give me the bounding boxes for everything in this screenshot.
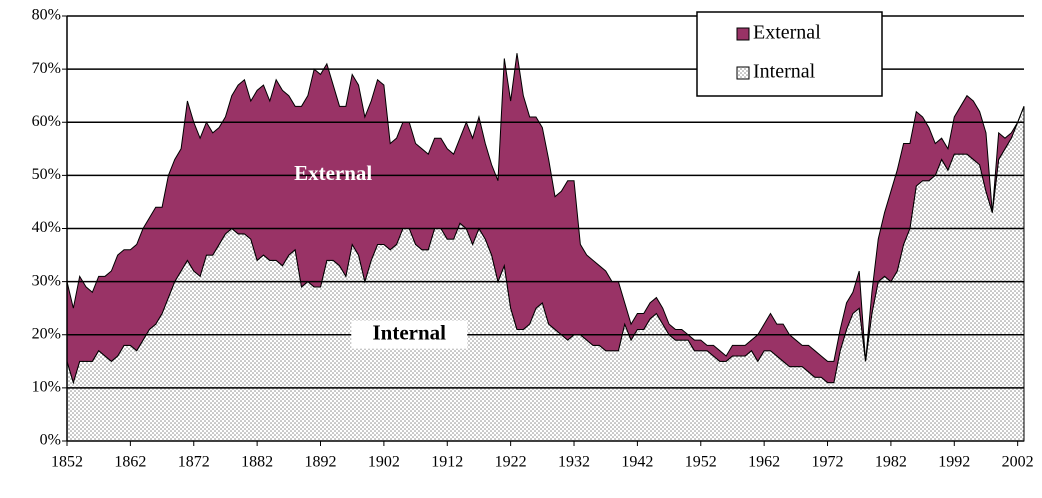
y-tick-label: 80%: [32, 7, 61, 24]
legend-label: Internal: [753, 61, 816, 83]
x-tick-label: 1952: [685, 454, 717, 471]
x-tick-label: 1922: [495, 454, 527, 471]
area-external: [66, 53, 1025, 385]
y-tick-label: 30%: [32, 272, 61, 289]
x-tick-label: 1972: [812, 454, 844, 471]
y-tick-label: 20%: [32, 325, 61, 342]
annotation: External: [294, 161, 372, 185]
legend-swatch: [736, 66, 750, 80]
x-tick-label: 2002: [1002, 454, 1034, 471]
y-tick-label: 40%: [32, 219, 61, 236]
annotation: Internal: [372, 321, 446, 345]
x-tick-label: 1882: [241, 454, 273, 471]
x-tick-label: 1872: [178, 454, 210, 471]
legend-box: [696, 11, 883, 97]
annotation-bg: [351, 320, 468, 349]
x-tick-label: 1932: [558, 454, 590, 471]
x-tick-label: 1852: [51, 454, 83, 471]
x-tick-label: 1942: [621, 454, 653, 471]
x-tick-label: 1912: [431, 454, 463, 471]
x-tick-label: 1902: [368, 454, 400, 471]
legend-label: External: [753, 22, 821, 44]
x-tick-label: 1982: [875, 454, 907, 471]
y-tick-label: 70%: [32, 60, 61, 77]
x-tick-label: 1992: [938, 454, 970, 471]
y-tick-label: 0%: [40, 432, 61, 449]
x-tick-label: 1892: [305, 454, 337, 471]
legend-swatch: [736, 27, 750, 41]
x-tick-label: 1862: [114, 454, 146, 471]
y-tick-label: 60%: [32, 113, 61, 130]
y-tick-label: 50%: [32, 166, 61, 183]
x-tick-label: 1962: [748, 454, 780, 471]
y-tick-label: 10%: [32, 379, 61, 396]
